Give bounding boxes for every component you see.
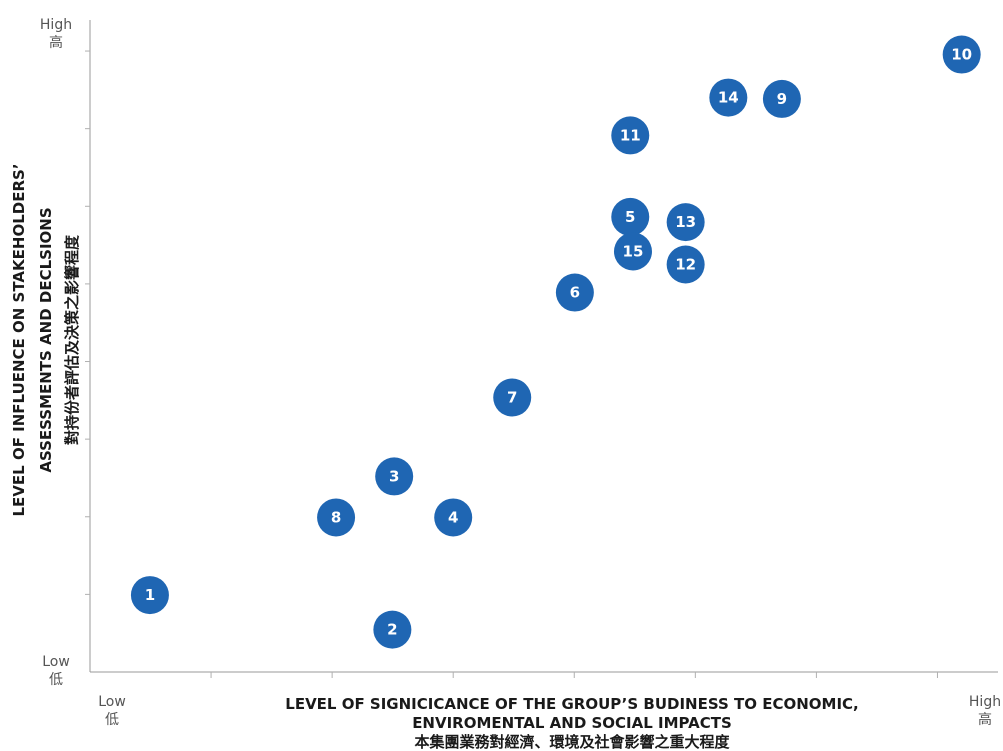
data-point-6: 6 <box>555 273 594 312</box>
data-point-10: 10 <box>942 35 981 74</box>
point-label: 14 <box>718 89 739 107</box>
y-low-label: Low <box>42 654 70 670</box>
data-point-2: 2 <box>373 610 412 649</box>
data-point-9: 9 <box>762 79 801 118</box>
x-axis-title-line2: ENVIROMENTAL AND SOCIAL IMPACTS <box>412 714 732 732</box>
point-marker <box>762 79 801 118</box>
data-point-7: 7 <box>493 378 532 417</box>
data-point-14: 14 <box>709 78 748 117</box>
point-label: 11 <box>620 126 641 144</box>
point-marker <box>493 378 532 417</box>
point-label: 4 <box>448 508 458 526</box>
point-marker <box>373 610 412 649</box>
point-label: 12 <box>675 256 696 274</box>
point-marker <box>613 232 652 271</box>
point-marker <box>555 273 594 312</box>
point-label: 13 <box>675 213 696 231</box>
point-label: 1 <box>145 586 155 604</box>
y-high-label: High <box>40 17 72 33</box>
data-point-12: 12 <box>666 245 705 284</box>
point-marker <box>434 498 473 537</box>
point-label: 7 <box>507 389 517 407</box>
data-point-15: 15 <box>613 232 652 271</box>
x-axis-title-zh: 本集團業務對經濟、環境及社會影響之重大程度 <box>414 733 730 751</box>
y-high-label-zh: 高 <box>49 34 63 51</box>
point-label: 3 <box>389 467 399 485</box>
y-axis-title-line1: LEVEL OF INFLUENCE ON STAKEHOLDERS’ <box>10 163 28 516</box>
x-low-label-zh: 低 <box>105 712 119 728</box>
point-label: 5 <box>625 208 635 226</box>
point-marker <box>666 245 705 284</box>
point-marker <box>611 116 650 155</box>
x-high-label: High <box>969 694 1001 710</box>
point-marker <box>130 576 169 615</box>
data-point-3: 3 <box>375 457 414 496</box>
point-marker <box>942 35 981 74</box>
point-label: 10 <box>951 46 972 64</box>
point-label: 8 <box>331 508 341 526</box>
point-marker <box>611 197 650 236</box>
point-marker <box>709 78 748 117</box>
point-label: 9 <box>777 90 787 108</box>
data-point-13: 13 <box>666 203 705 242</box>
y-axis-title-line2: ASSESSMENTS AND DECLSIONS <box>37 207 55 472</box>
axes <box>89 20 998 673</box>
point-marker <box>666 203 705 242</box>
data-point-11: 11 <box>611 116 650 155</box>
point-marker <box>375 457 414 496</box>
y-axis-title-zh: 對持份者評估及決策之影響程度 <box>63 234 81 445</box>
ticks <box>85 50 938 678</box>
data-point-8: 8 <box>317 498 356 537</box>
data-point-5: 5 <box>611 197 650 236</box>
x-high-label-zh: 高 <box>978 711 992 728</box>
x-axis-title-line1: LEVEL OF SIGNICICANCE OF THE GROUP’S BUD… <box>285 695 858 713</box>
point-label: 15 <box>623 242 644 260</box>
data-point-1: 1 <box>130 576 169 615</box>
point-label: 6 <box>570 284 580 302</box>
data-point-4: 4 <box>434 498 473 537</box>
x-low-label: Low <box>98 694 126 710</box>
point-marker <box>317 498 356 537</box>
point-label: 2 <box>387 621 397 639</box>
y-low-label-zh: 低 <box>49 672 63 688</box>
